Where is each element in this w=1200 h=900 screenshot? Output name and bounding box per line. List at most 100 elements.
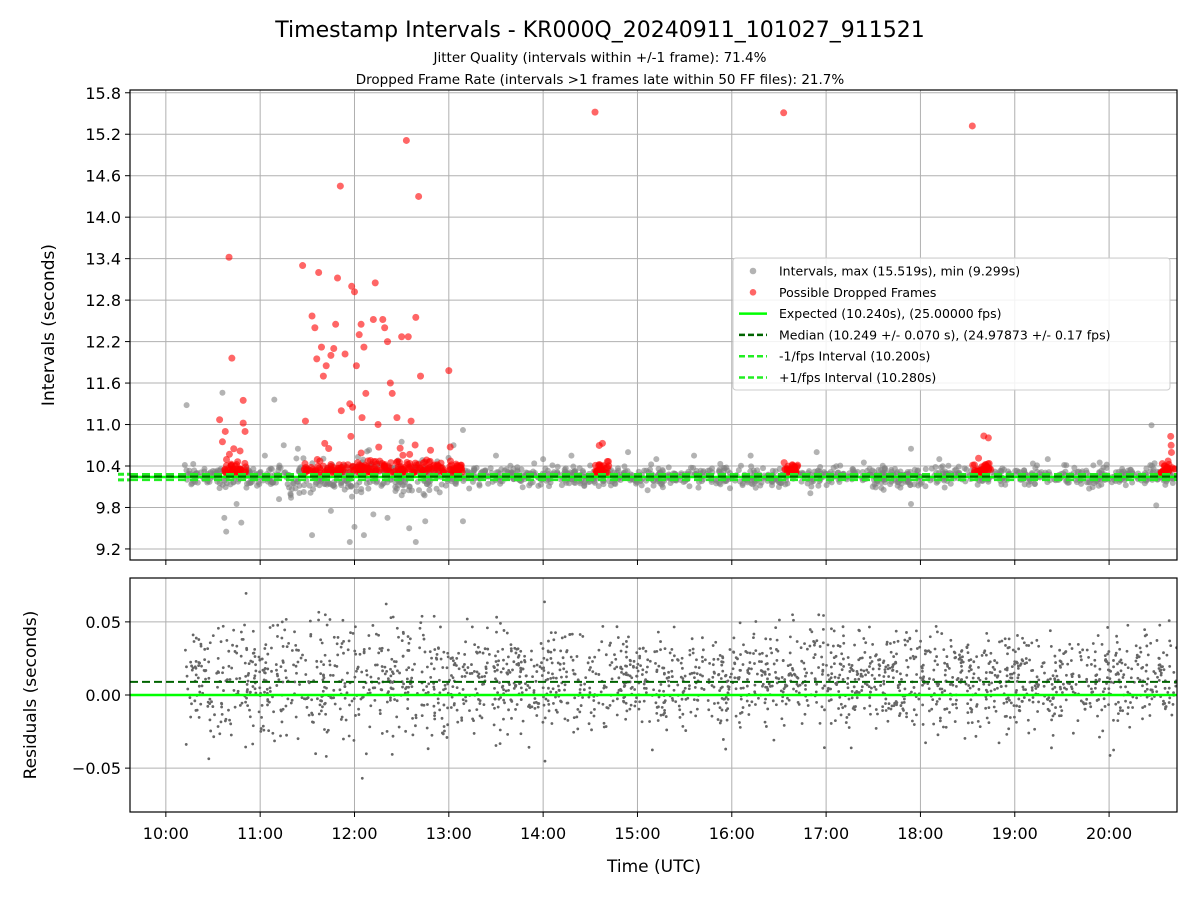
residual-point [251,742,255,746]
residual-point [368,691,372,695]
top-y-axis-label: Intervals (seconds) [39,244,59,406]
residual-point [943,689,947,693]
residual-point [960,658,963,662]
residual-point [405,668,409,672]
residual-point [844,721,848,724]
residual-point [868,696,872,699]
residual-point [198,690,202,694]
residual-point [653,650,657,654]
residual-point [515,647,519,651]
residual-point [460,675,464,678]
dropped-frames-scatter [216,108,1177,477]
residual-point [513,684,517,688]
y-tick-label: 11.6 [85,374,121,393]
dropped-point [445,367,453,375]
dropped-point [1167,448,1175,456]
residual-point [276,674,279,678]
residual-point [449,706,453,709]
residual-point [506,655,510,659]
residual-point [463,653,467,656]
residual-point [1053,712,1056,716]
dropped-point [355,331,363,339]
interval-point [1036,470,1043,477]
residual-point [625,709,629,713]
residual-point [627,635,630,639]
dropped-point [380,462,388,470]
dropped-point [405,463,413,471]
residual-point [545,658,549,662]
residual-point [477,676,481,679]
residual-point [1116,662,1119,666]
dropped-point [241,459,249,467]
residual-point [726,691,730,695]
residual-point [1165,653,1169,657]
residual-point [921,669,924,673]
residual-point [264,643,268,647]
interval-point [416,487,423,494]
residual-point [538,665,542,669]
residual-point [753,662,756,665]
residual-point [449,657,453,660]
residual-point [1119,658,1123,662]
residual-point [1091,690,1095,694]
residual-point [197,684,201,688]
residual-point [984,706,988,710]
residual-point [996,674,1000,678]
residual-point [1008,698,1011,702]
residual-point [885,642,889,646]
residual-point [1009,701,1013,705]
interval-point [294,445,301,452]
residual-point [446,682,450,686]
residual-point [238,676,242,680]
residual-point [969,664,972,668]
residual-point [597,701,601,705]
dropped-point [225,464,233,472]
residual-point [1025,643,1029,647]
residual-point [1053,654,1057,658]
dropped-point [369,315,377,323]
residual-point [259,727,263,730]
interval-point [287,490,294,497]
residual-point [216,685,219,689]
residual-point [558,662,562,666]
residual-point [335,642,339,646]
residual-point [714,640,718,644]
residual-point [948,683,952,686]
residual-point [841,706,845,710]
residual-point [1093,664,1097,668]
interval-point [233,501,240,508]
interval-point [549,462,556,469]
residual-point [1085,680,1089,684]
residual-point [470,625,474,629]
residual-point [1055,690,1058,694]
residual-point [252,676,256,680]
residual-point [882,675,886,678]
dropped-point [370,464,378,472]
interval-point [223,528,230,535]
residual-point [495,668,499,672]
residual-point [874,688,878,691]
residual-point [320,641,324,645]
residual-point [701,636,704,640]
residual-point [301,653,304,657]
residual-point [1026,718,1030,722]
residual-point [588,656,591,660]
residual-point [527,705,530,708]
residual-point [833,662,836,666]
residual-point [1065,673,1068,677]
residual-point [637,707,641,711]
residual-point [774,670,777,674]
residual-point [891,668,895,672]
residual-point [292,663,295,667]
residual-point [1058,659,1062,663]
residual-point [996,686,999,690]
residual-point [552,638,556,642]
residual-point [499,670,503,674]
residual-point [1138,678,1142,682]
residual-point [1134,644,1138,648]
residual-point [1046,678,1050,682]
residual-point [347,639,351,643]
residual-point [599,690,603,694]
residual-point [1042,661,1046,665]
